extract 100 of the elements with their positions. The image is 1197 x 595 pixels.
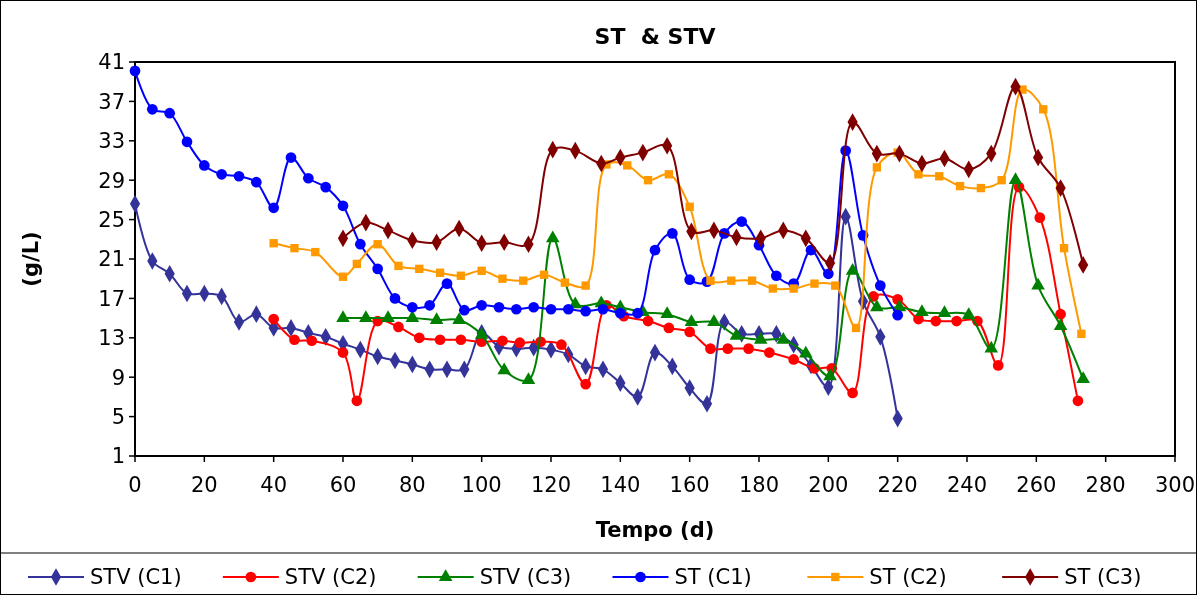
point — [1039, 105, 1048, 114]
point — [198, 160, 210, 171]
point — [851, 323, 861, 333]
point — [311, 247, 320, 257]
point — [930, 315, 942, 327]
point — [660, 306, 674, 319]
x-tick-label: 280 — [1085, 473, 1126, 497]
point — [290, 243, 299, 253]
point — [510, 303, 522, 315]
point — [1008, 172, 1023, 185]
point — [1034, 212, 1046, 223]
x-tick-label: 260 — [1016, 473, 1057, 497]
x-tick-label: 160 — [669, 473, 710, 497]
point — [372, 263, 384, 275]
point — [581, 281, 590, 290]
point — [302, 172, 314, 184]
y-tick-label: 33 — [98, 129, 125, 154]
point — [268, 202, 280, 214]
x-tick-label: 100 — [461, 473, 502, 497]
point — [352, 259, 362, 269]
point — [458, 304, 470, 316]
point — [359, 310, 373, 323]
point — [435, 268, 445, 277]
legend-label: STV (C3) — [479, 565, 572, 590]
point — [539, 270, 549, 279]
y-tick-label: 5 — [111, 404, 125, 429]
point — [429, 312, 444, 324]
point — [415, 264, 424, 274]
point — [847, 387, 858, 399]
point — [822, 268, 834, 280]
point — [992, 360, 1004, 371]
point — [684, 274, 696, 286]
point — [643, 176, 653, 185]
x-tick-label: 60 — [329, 473, 357, 497]
legend-label: ST (C3) — [1064, 565, 1142, 590]
point — [722, 343, 734, 354]
point — [1055, 308, 1066, 320]
point — [1077, 329, 1086, 339]
x-tick-label: 80 — [398, 473, 426, 497]
point — [556, 339, 567, 351]
point — [250, 176, 262, 188]
point — [514, 337, 526, 349]
point — [181, 136, 193, 148]
point — [476, 299, 488, 311]
point — [776, 331, 791, 344]
point — [424, 299, 436, 311]
point — [753, 331, 768, 344]
point — [799, 345, 813, 358]
y-tick-label: 25 — [98, 207, 125, 232]
point — [389, 293, 401, 304]
point — [560, 278, 570, 287]
y-tick-label: 29 — [98, 168, 125, 193]
point — [493, 301, 505, 313]
point — [406, 301, 418, 313]
point — [705, 343, 716, 354]
point — [306, 335, 318, 347]
point — [870, 299, 884, 312]
y-tick-label: 21 — [98, 247, 125, 272]
point — [545, 303, 557, 315]
point — [892, 309, 904, 321]
point — [810, 279, 819, 288]
point — [915, 304, 929, 317]
x-tick-label: 140 — [600, 473, 641, 497]
point — [216, 168, 228, 180]
point — [413, 332, 425, 344]
point — [164, 107, 176, 119]
point — [497, 335, 508, 347]
point — [597, 303, 609, 315]
legend-label: STV (C1) — [90, 565, 182, 590]
point — [935, 172, 944, 181]
point — [405, 310, 420, 323]
point — [521, 372, 536, 385]
point — [831, 281, 840, 290]
point — [354, 238, 366, 250]
point — [381, 310, 395, 323]
point — [498, 274, 507, 283]
point — [764, 347, 775, 358]
point — [729, 327, 744, 340]
point — [666, 228, 678, 239]
point — [872, 163, 882, 172]
point — [736, 216, 748, 227]
y-axis-title: (g/L) — [19, 231, 43, 287]
point — [562, 303, 574, 315]
point — [452, 312, 466, 324]
point — [664, 170, 674, 179]
point — [336, 310, 350, 323]
x-tick-label: 120 — [530, 473, 572, 497]
point — [1031, 277, 1045, 290]
point — [623, 161, 632, 170]
point — [320, 181, 332, 193]
x-tick-label: 40 — [260, 473, 288, 497]
point — [434, 334, 446, 346]
point — [528, 301, 540, 313]
point — [373, 240, 382, 249]
point — [337, 200, 349, 212]
x-tick-label: 300 — [1154, 473, 1196, 497]
point — [642, 315, 654, 327]
point — [961, 307, 976, 320]
y-tick-label: 17 — [98, 286, 125, 311]
point — [663, 322, 675, 334]
